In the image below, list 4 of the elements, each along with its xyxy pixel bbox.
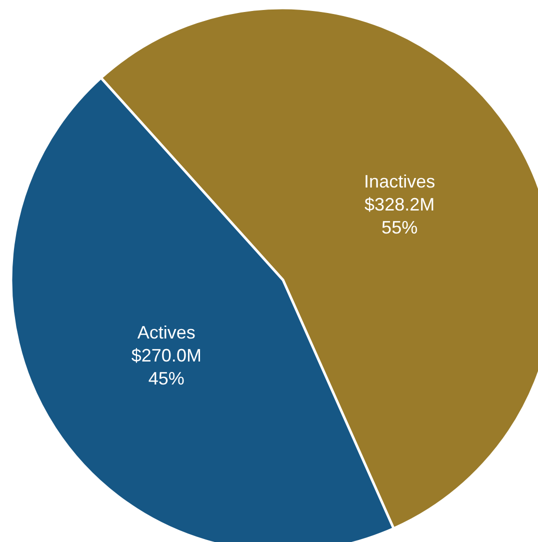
- slice-label: Actives: [137, 322, 196, 343]
- data-label: $270.0M 45%: [131, 346, 202, 389]
- data-label: $328.2M 55%: [364, 194, 435, 238]
- slice-label: Inactives: [364, 171, 436, 192]
